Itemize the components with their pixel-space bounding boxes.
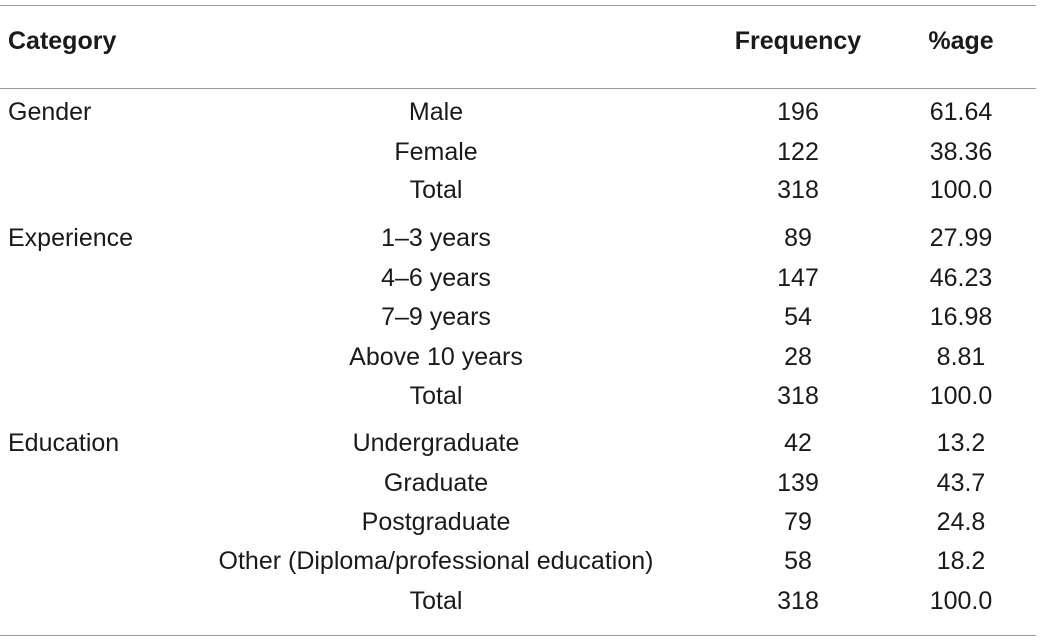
row-percentage: 43.7	[936, 469, 986, 497]
row-percentage: 100.0	[929, 382, 993, 410]
row-label: Total	[409, 382, 463, 410]
row-percentage: 18.2	[936, 547, 986, 575]
header-category: Category	[8, 27, 117, 55]
row-percentage: 24.8	[936, 508, 986, 536]
row-percentage: 27.99	[929, 224, 993, 252]
row-percentage: 46.23	[929, 264, 993, 292]
row-frequency: 139	[777, 469, 819, 497]
row-percentage: 8.81	[936, 343, 986, 371]
row-label: Other (Diploma/professional education)	[218, 547, 654, 575]
row-frequency: 318	[777, 587, 819, 615]
row-frequency: 58	[784, 547, 812, 575]
group-label-experience: Experience	[8, 224, 134, 252]
row-label: Above 10 years	[349, 343, 523, 371]
row-label: Male	[408, 98, 464, 126]
row-frequency: 147	[777, 264, 819, 292]
row-frequency: 122	[777, 138, 819, 166]
table-top-rule	[0, 5, 1036, 6]
row-label: Total	[409, 176, 463, 204]
header-frequency: Frequency	[734, 27, 862, 55]
row-label: Postgraduate	[361, 508, 511, 536]
row-frequency: 196	[777, 98, 819, 126]
group-label-gender: Gender	[8, 98, 92, 126]
table-bottom-rule	[0, 635, 1036, 636]
row-label: 1–3 years	[381, 224, 491, 252]
row-frequency: 54	[784, 303, 812, 331]
row-label: Graduate	[383, 469, 489, 497]
row-frequency: 318	[777, 382, 819, 410]
row-label: 4–6 years	[381, 264, 491, 292]
row-percentage: 100.0	[929, 587, 993, 615]
row-label: 7–9 years	[381, 303, 491, 331]
row-percentage: 61.64	[929, 98, 993, 126]
header-rule	[0, 88, 1036, 89]
row-percentage: 100.0	[929, 176, 993, 204]
row-label: Total	[409, 587, 463, 615]
row-frequency: 89	[784, 224, 812, 252]
row-frequency: 42	[784, 429, 812, 457]
row-percentage: 13.2	[936, 429, 986, 457]
header-percentage: %age	[928, 27, 994, 55]
row-label: Female	[394, 138, 478, 166]
row-frequency: 28	[784, 343, 812, 371]
row-percentage: 16.98	[929, 303, 993, 331]
row-frequency: 318	[777, 176, 819, 204]
group-label-education: Education	[8, 429, 120, 457]
row-percentage: 38.36	[929, 138, 993, 166]
row-frequency: 79	[784, 508, 812, 536]
row-label: Undergraduate	[352, 429, 520, 457]
